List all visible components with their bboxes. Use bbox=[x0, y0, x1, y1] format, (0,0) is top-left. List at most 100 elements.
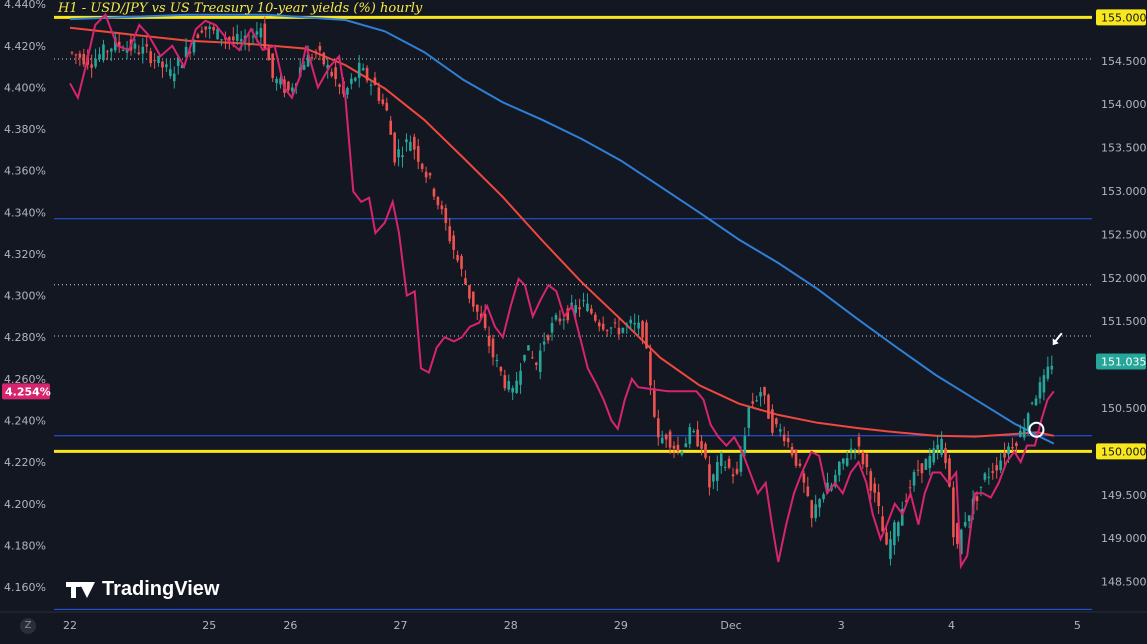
candle-body-43 bbox=[239, 39, 243, 42]
candle-body-164 bbox=[716, 462, 719, 481]
candle-body-113 bbox=[515, 380, 518, 393]
candle-body-48 bbox=[259, 28, 263, 38]
candle-body-16 bbox=[133, 43, 137, 49]
right-axis[interactable]: 155.000 154.500 154.000 153.500 153.000 152.5… bbox=[1092, 0, 1147, 612]
candle-body-40 bbox=[228, 37, 231, 41]
candle-body-13 bbox=[121, 49, 125, 51]
candle-body-234 bbox=[991, 471, 995, 473]
candle-body-220 bbox=[936, 444, 939, 450]
watermark-text: TradingView bbox=[102, 578, 220, 600]
candle-body-156 bbox=[684, 443, 688, 448]
candle-body-60 bbox=[306, 54, 310, 67]
right-tick-label-4: 153.000 bbox=[1101, 185, 1147, 198]
candle-body-209 bbox=[893, 522, 896, 546]
candle-body-172 bbox=[747, 407, 751, 428]
candle-body-68 bbox=[338, 84, 341, 87]
candle-body-152 bbox=[668, 431, 672, 448]
candle-body-190 bbox=[818, 499, 821, 508]
candle-body-77 bbox=[373, 77, 377, 86]
candle-body-121 bbox=[546, 335, 550, 341]
candle-body-88 bbox=[416, 146, 420, 162]
right-highlight-badge-10 bbox=[1096, 443, 1146, 460]
candle-body-24 bbox=[165, 64, 168, 68]
left-last-value-badge bbox=[2, 383, 50, 400]
candle-body-91 bbox=[428, 173, 432, 176]
candle-body-191 bbox=[822, 494, 825, 500]
candle-body-8 bbox=[102, 44, 105, 61]
candle-body-102 bbox=[472, 291, 475, 307]
candle-body-38 bbox=[220, 39, 223, 41]
candle-body-95 bbox=[444, 208, 448, 224]
candle-body-73 bbox=[357, 62, 361, 78]
candle-body-248 bbox=[1046, 366, 1050, 379]
candle-body-66 bbox=[330, 71, 333, 77]
candle-body-67 bbox=[334, 67, 337, 80]
left-axis[interactable]: 4.440% 4.420% 4.400% 4.380% 4.360% 4.340% 4.32… bbox=[0, 0, 54, 612]
left-tick-label-2: 4.400% bbox=[4, 81, 46, 94]
candle-body-56 bbox=[291, 87, 294, 92]
candle-body-109 bbox=[499, 367, 503, 372]
x-tick-label-5: 29 bbox=[614, 619, 628, 632]
candle-body-108 bbox=[495, 359, 499, 362]
candle-body-198 bbox=[849, 448, 853, 451]
candle-body-201 bbox=[861, 452, 865, 465]
candle-body-118 bbox=[534, 362, 538, 365]
candle-body-94 bbox=[440, 205, 444, 210]
candle-body-222 bbox=[944, 448, 947, 464]
candle-body-107 bbox=[491, 338, 495, 358]
candle-body-82 bbox=[393, 132, 396, 163]
candle-body-170 bbox=[739, 454, 743, 472]
candle-body-129 bbox=[578, 307, 581, 310]
right-tick-label-7: 151.500 bbox=[1101, 315, 1147, 328]
candle-body-188 bbox=[810, 500, 814, 519]
candle-body-117 bbox=[531, 357, 534, 359]
candle-body-195 bbox=[837, 461, 841, 476]
candle-body-227 bbox=[963, 521, 967, 527]
candle-body-87 bbox=[413, 136, 416, 150]
candle-body-207 bbox=[885, 532, 888, 545]
candle-body-246 bbox=[1038, 382, 1042, 399]
candle-body-186 bbox=[802, 473, 806, 483]
candle-body-79 bbox=[381, 99, 385, 104]
candle-body-3 bbox=[82, 53, 86, 65]
candle-body-133 bbox=[594, 314, 597, 321]
candle-body-100 bbox=[464, 278, 467, 285]
candle-body-59 bbox=[302, 65, 306, 70]
candle-body-138 bbox=[613, 322, 617, 324]
candle-body-166 bbox=[723, 466, 727, 468]
candle-body-239 bbox=[1011, 447, 1014, 449]
candle-body-205 bbox=[877, 492, 880, 507]
candle-body-23 bbox=[161, 61, 164, 68]
x-tick-label-2: 26 bbox=[283, 619, 297, 632]
candle-body-177 bbox=[767, 394, 770, 419]
candle-body-96 bbox=[448, 226, 452, 242]
candle-body-194 bbox=[834, 475, 837, 487]
x-axis[interactable]: 22 25 26 27 28 29 Dec 3 4 5 bbox=[0, 611, 1147, 644]
candle-body-160 bbox=[700, 441, 703, 449]
left-tick-label-3: 4.380% bbox=[4, 123, 46, 136]
candle-body-249 bbox=[1050, 365, 1054, 370]
x-tick-label-3: 27 bbox=[394, 619, 408, 632]
chart-title: H1 - USD/JPY vs US Treasury 10-year yiel… bbox=[58, 1, 423, 16]
candle-body-93 bbox=[436, 197, 440, 206]
x-tick-label-6: Dec bbox=[720, 619, 741, 632]
candle-body-141 bbox=[625, 324, 629, 326]
candle-body-219 bbox=[932, 448, 936, 463]
candle-body-228 bbox=[967, 515, 971, 522]
candle-body-124 bbox=[558, 318, 562, 322]
candle-body-150 bbox=[660, 437, 664, 444]
candle-body-242 bbox=[1022, 427, 1026, 438]
candle-body-135 bbox=[601, 323, 605, 330]
candle-body-85 bbox=[405, 139, 408, 143]
candle-body-17 bbox=[137, 52, 141, 55]
candle-body-175 bbox=[759, 392, 762, 397]
candle-body-49 bbox=[263, 23, 267, 49]
candle-body-184 bbox=[794, 449, 798, 466]
candle-body-213 bbox=[908, 487, 912, 489]
zoom-button[interactable]: Z bbox=[20, 618, 36, 634]
candle-body-84 bbox=[401, 155, 404, 158]
candle-body-26 bbox=[172, 73, 176, 82]
candle-body-211 bbox=[900, 508, 904, 526]
candle-body-163 bbox=[712, 474, 715, 482]
